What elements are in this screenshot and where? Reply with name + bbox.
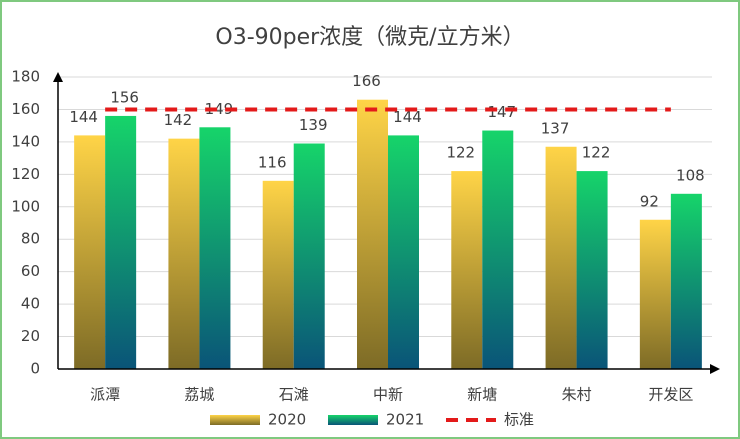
x-axis-arrow: [710, 364, 720, 374]
y-tick-label: 60: [21, 262, 40, 280]
y-tick-label: 120: [11, 165, 40, 183]
data-label: 142: [164, 111, 193, 129]
data-label: 144: [69, 108, 98, 126]
x-tick-label: 石滩: [279, 386, 309, 404]
data-label: 92: [640, 192, 659, 210]
y-tick-label: 100: [11, 197, 40, 215]
data-label: 108: [676, 166, 705, 184]
bar: [357, 99, 388, 369]
bar: [482, 130, 514, 369]
y-tick-label: 20: [21, 327, 40, 345]
data-label: 122: [582, 144, 611, 162]
bar: [262, 180, 294, 369]
data-label: 116: [258, 153, 287, 171]
bar: [639, 219, 671, 369]
data-label: 122: [446, 144, 475, 162]
bar: [105, 115, 137, 369]
data-label: 149: [205, 100, 234, 118]
x-tick-label: 派潭: [90, 386, 120, 404]
bar: [451, 171, 483, 369]
legend-label: 2021: [386, 411, 424, 429]
bar: [670, 193, 702, 369]
bar: [576, 171, 608, 369]
data-label: 137: [541, 119, 570, 137]
y-tick-label: 140: [11, 132, 40, 150]
x-tick-label: 开发区: [648, 386, 693, 404]
x-tick-label: 荔城: [184, 386, 214, 404]
bar: [293, 143, 325, 369]
chart-title: O3-90per浓度（微克/立方米）: [215, 25, 524, 50]
y-tick-label: 160: [11, 100, 40, 118]
data-label: 144: [393, 108, 422, 126]
data-label: 139: [299, 116, 328, 134]
bar: [545, 146, 577, 369]
y-tick-label: 80: [21, 230, 40, 248]
bar: [74, 135, 106, 369]
bar: [168, 138, 200, 369]
y-tick-label: 40: [21, 295, 40, 313]
x-tick-label: 朱村: [562, 386, 592, 404]
legend-label: 2020: [268, 411, 306, 429]
legend-swatch: [210, 415, 260, 425]
data-label: 166: [352, 72, 381, 90]
x-tick-label: 中新: [373, 386, 403, 404]
y-tick-label: 0: [30, 360, 40, 378]
legend-swatch: [328, 415, 378, 425]
data-label: 147: [487, 103, 516, 121]
y-axis-arrow: [53, 72, 63, 82]
bar: [199, 127, 231, 370]
legend-label: 标准: [504, 411, 534, 429]
data-label: 156: [110, 88, 139, 106]
y-tick-label: 180: [11, 68, 40, 86]
bar: [388, 135, 419, 369]
x-tick-label: 新塘: [467, 386, 497, 404]
